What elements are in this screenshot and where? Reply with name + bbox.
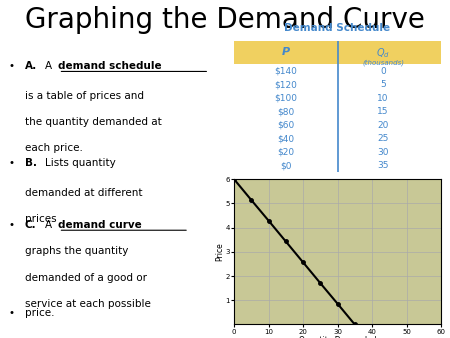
Text: A: A [45,61,55,71]
Text: is a table of prices and: is a table of prices and [25,91,144,100]
Y-axis label: Price: Price [215,242,224,261]
Text: Graphing the Demand Curve: Graphing the Demand Curve [25,6,425,34]
Text: •: • [9,61,15,71]
Text: 5: 5 [380,80,386,89]
Text: demanded at different: demanded at different [25,188,142,198]
Text: C.: C. [25,220,36,230]
Text: $80: $80 [277,107,294,116]
Text: •: • [9,220,15,230]
Text: 35: 35 [377,161,389,170]
Text: demand curve: demand curve [58,220,142,230]
Text: $40: $40 [277,134,294,143]
Text: the quantity demanded at: the quantity demanded at [25,117,162,127]
Text: Lists quantity: Lists quantity [45,158,116,168]
Text: 0: 0 [380,67,386,76]
Text: demand schedule: demand schedule [58,61,162,71]
Text: each price.: each price. [25,143,83,153]
Text: $60: $60 [277,121,294,129]
X-axis label: Quantity Demanded: Quantity Demanded [299,336,376,338]
Text: •: • [9,308,15,318]
Text: $140: $140 [274,67,297,76]
Text: 30: 30 [377,148,389,156]
Text: 25: 25 [378,134,389,143]
Text: $Q_d$: $Q_d$ [376,46,390,59]
Text: (thousands): (thousands) [362,59,404,66]
Text: •: • [9,158,15,168]
Text: Demand Schedule: Demand Schedule [284,23,391,33]
Text: $20: $20 [277,148,294,156]
Text: price.: price. [25,308,54,318]
Text: 10: 10 [377,94,389,102]
Text: demanded of a good or: demanded of a good or [25,273,147,283]
Bar [234,41,441,64]
Text: P: P [282,47,290,57]
Text: 15: 15 [377,107,389,116]
Text: prices: prices [25,214,56,224]
Text: A.: A. [25,61,37,71]
Text: $120: $120 [274,80,297,89]
Text: service at each possible: service at each possible [25,299,151,309]
Text: graphs the quantity: graphs the quantity [25,246,128,257]
Text: $0: $0 [280,161,292,170]
Text: A: A [45,220,55,230]
Text: $100: $100 [274,94,297,102]
Text: B.: B. [25,158,37,168]
Text: 20: 20 [378,121,389,129]
